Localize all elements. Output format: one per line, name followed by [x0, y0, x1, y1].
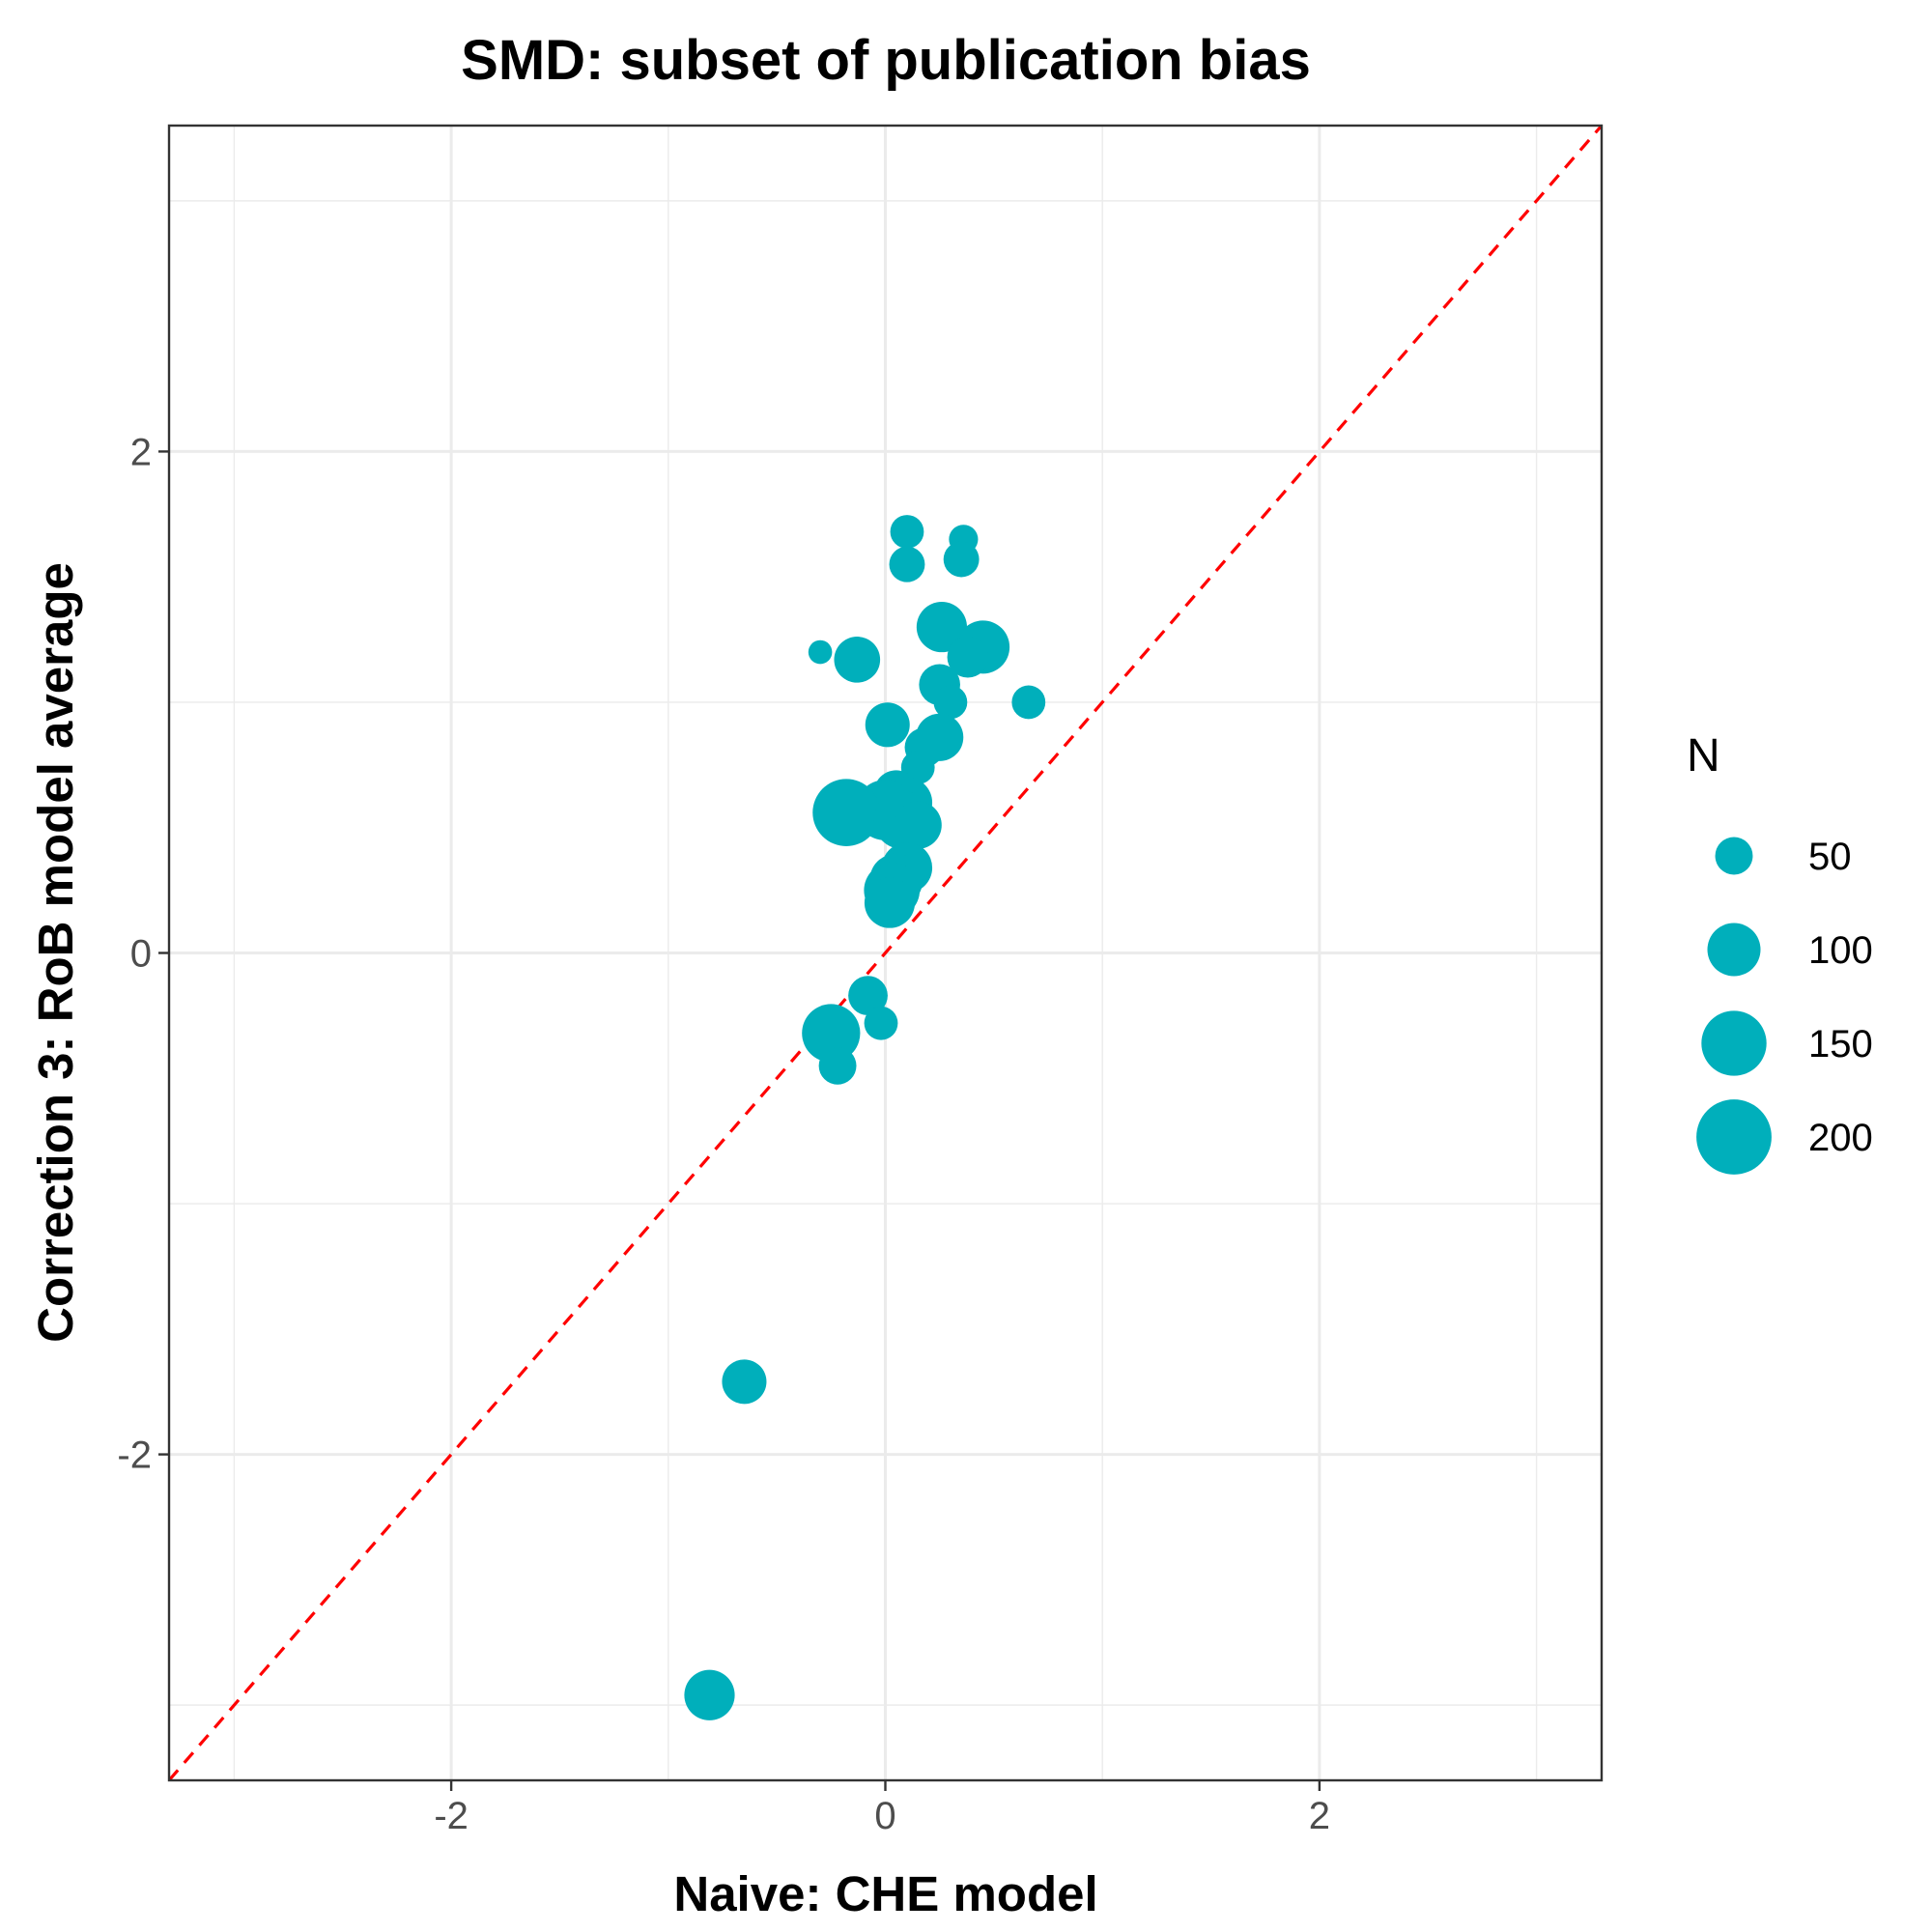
legend-key — [1707, 923, 1761, 977]
data-point — [890, 515, 924, 549]
data-point — [722, 1359, 767, 1405]
data-point — [802, 1004, 861, 1063]
data-point — [943, 541, 980, 578]
y-tick-label: 0 — [130, 933, 152, 976]
legend-key — [1715, 837, 1753, 875]
x-tick-label: 0 — [874, 1795, 895, 1837]
size-legend: N 50 100 150 200 — [1687, 730, 1873, 1175]
data-point — [865, 702, 910, 748]
x-tick-label: 2 — [1309, 1795, 1330, 1837]
data-point — [848, 976, 888, 1016]
data-point — [947, 636, 989, 678]
y-tick-label: -2 — [117, 1435, 152, 1477]
y-axis-title: Correction 3: RoB model average — [28, 562, 83, 1343]
data-point — [1011, 685, 1046, 720]
data-point — [808, 639, 833, 665]
legend-key — [1701, 1010, 1767, 1076]
y-axis-ticks: -2 0 2 — [117, 431, 169, 1477]
chart-title: SMD: subset of publication bias — [461, 29, 1311, 92]
y-tick-label: 2 — [130, 431, 152, 473]
legend-label: 200 — [1808, 1117, 1873, 1159]
reference-line — [169, 126, 1602, 1780]
legend-label: 100 — [1808, 929, 1873, 972]
data-point — [812, 779, 880, 846]
reference-line-group — [169, 126, 1602, 1780]
x-tick-label: -2 — [434, 1795, 469, 1837]
legend-label: 150 — [1808, 1023, 1873, 1065]
data-point — [889, 546, 925, 582]
legend-label: 50 — [1808, 836, 1852, 878]
x-axis-ticks: -2 0 2 — [434, 1780, 1330, 1837]
data-points — [684, 515, 1046, 1720]
legend-key — [1696, 1099, 1772, 1175]
data-point — [818, 1046, 857, 1085]
data-point — [916, 602, 968, 653]
legend-title: N — [1687, 730, 1720, 781]
data-point — [834, 637, 881, 683]
data-point — [684, 1669, 735, 1720]
data-point — [894, 801, 942, 849]
x-axis-title: Naive: CHE model — [673, 1866, 1097, 1921]
data-point — [864, 877, 916, 928]
data-point — [933, 685, 968, 720]
data-point — [864, 1006, 898, 1040]
